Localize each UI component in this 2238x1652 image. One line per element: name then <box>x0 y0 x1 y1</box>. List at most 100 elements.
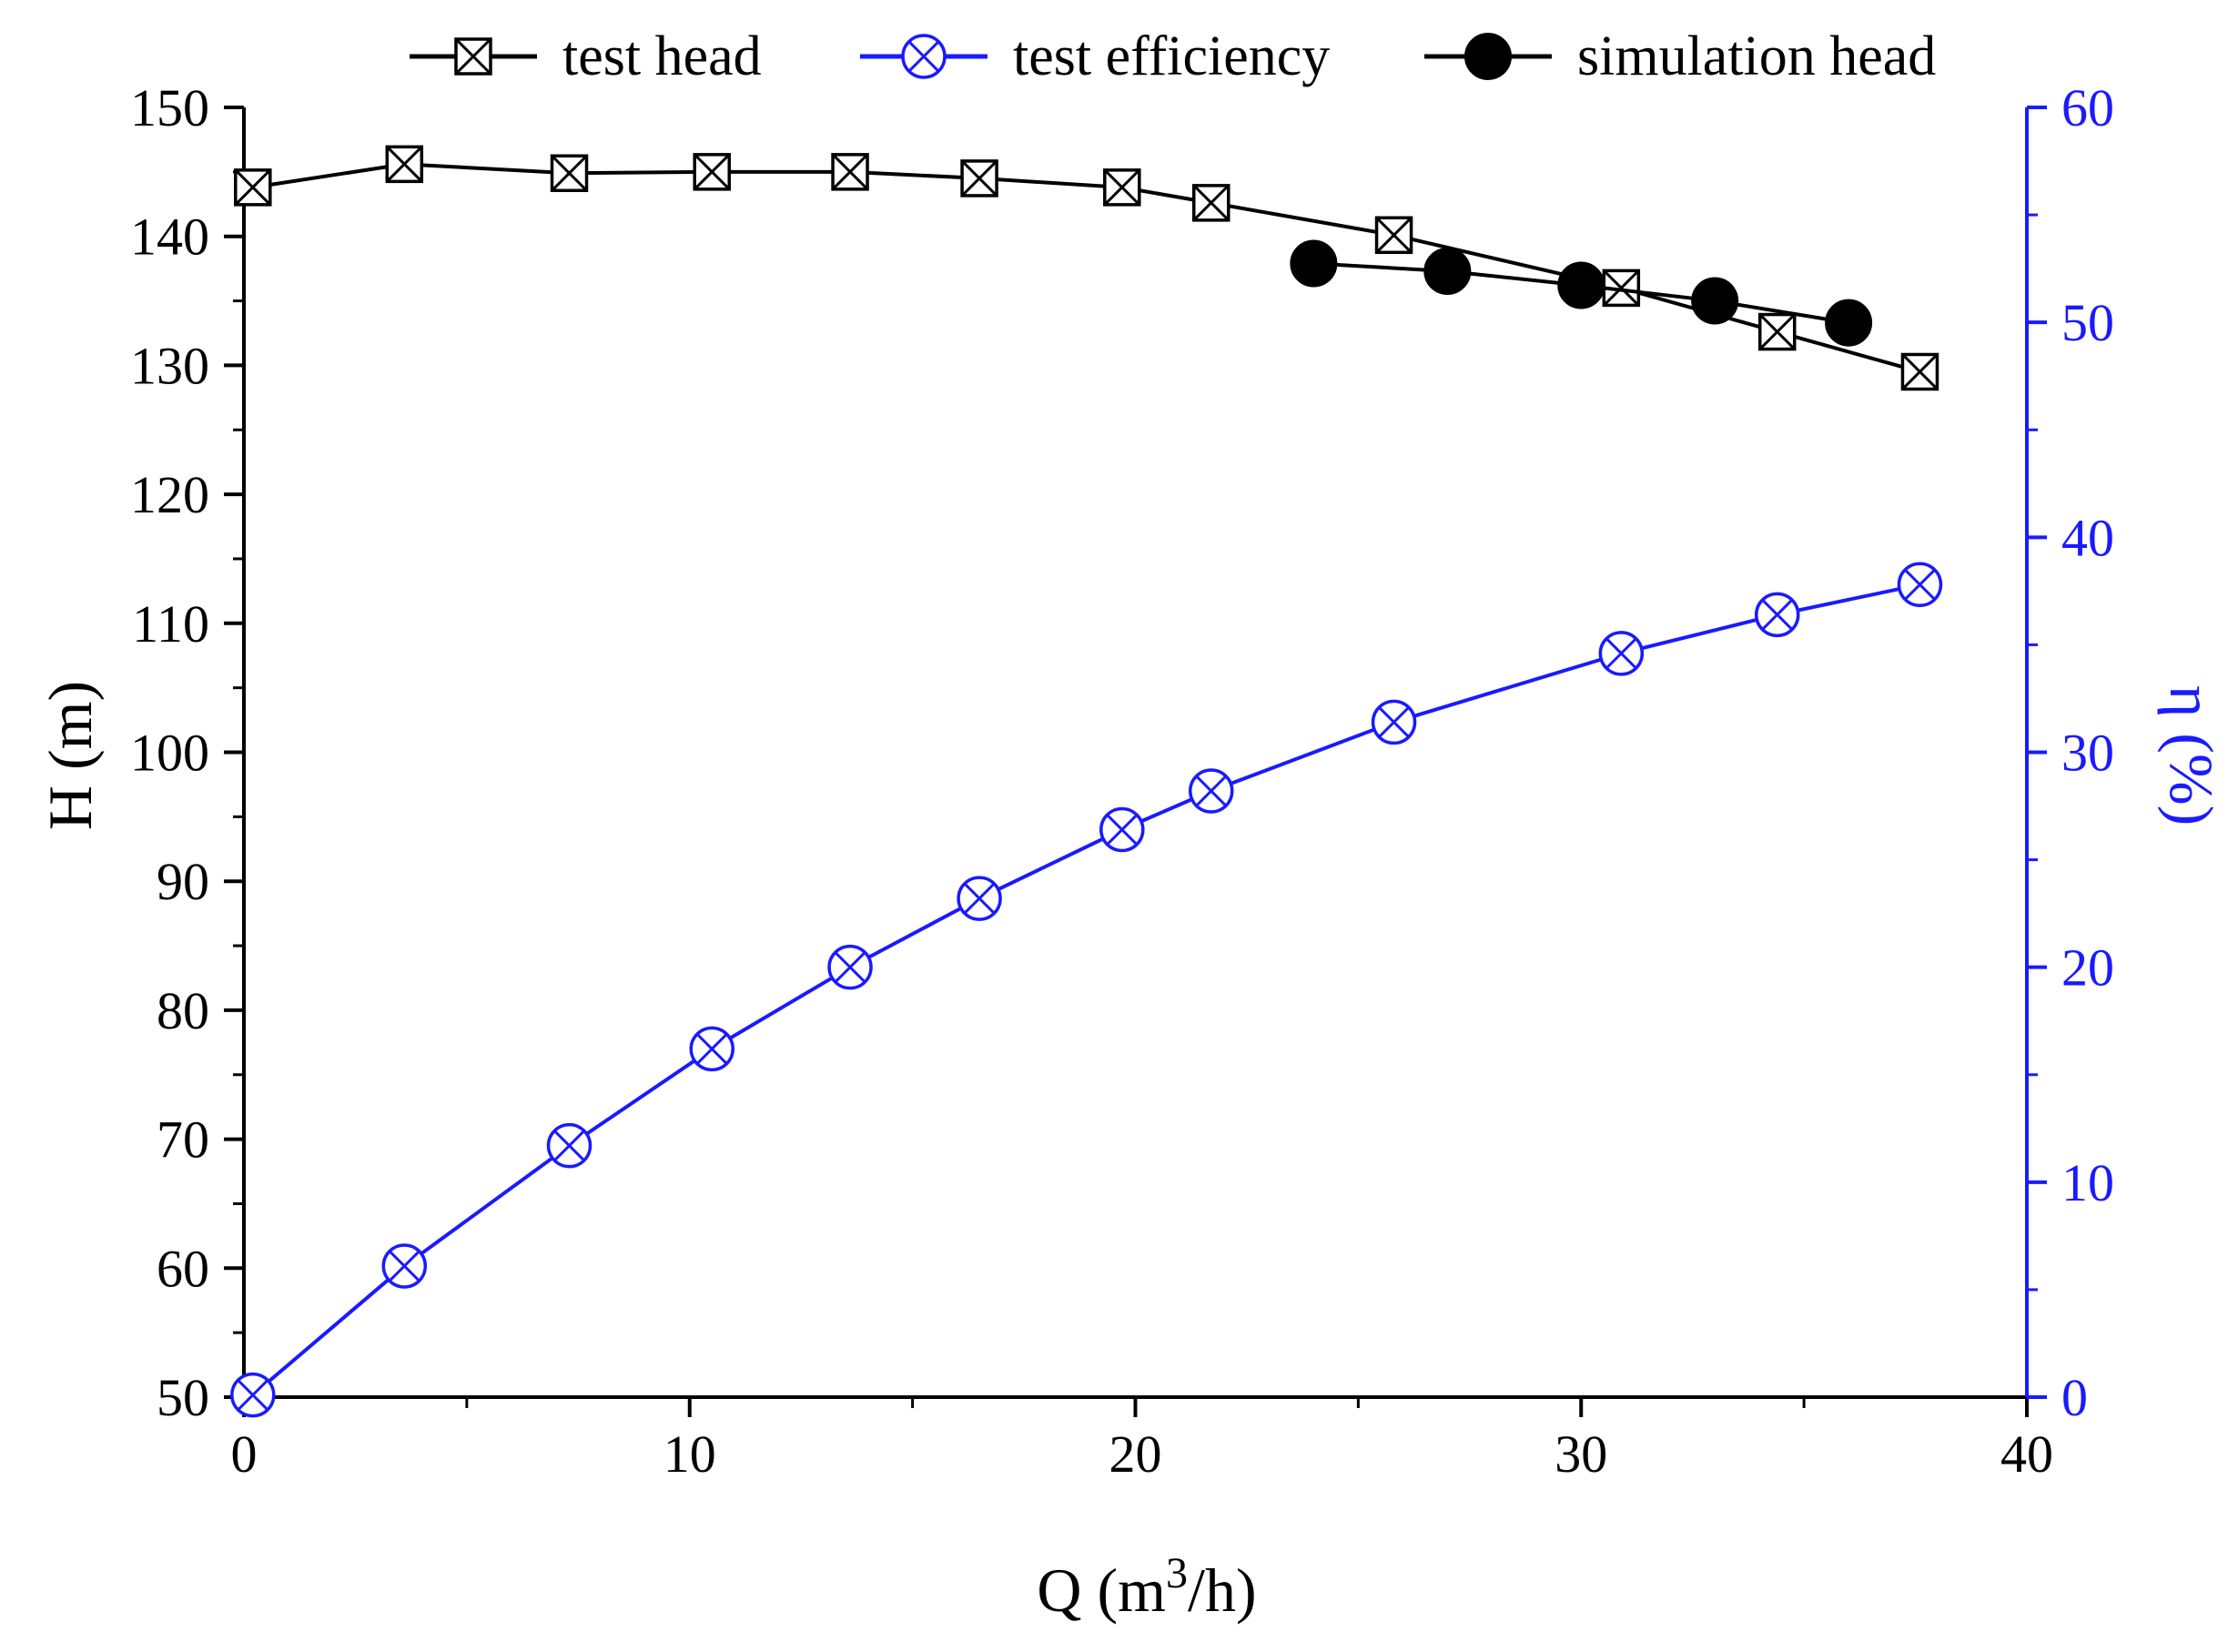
data-point <box>385 145 424 184</box>
legend-item: test head <box>410 25 762 87</box>
marker-diag <box>694 153 731 190</box>
y-tick-label: 60 <box>157 1239 209 1298</box>
legend: test head test efficiency simulation head <box>410 25 1936 87</box>
y-tick-label: 150 <box>130 78 209 137</box>
data-point <box>1900 352 1939 391</box>
y2-tick-label: 30 <box>2061 724 2114 783</box>
y-tick-label: 100 <box>130 724 209 783</box>
x-tick-label: 20 <box>1109 1424 1162 1484</box>
marker-diag <box>1761 599 1794 631</box>
legend-item: simulation head <box>1424 25 1936 87</box>
data-point <box>1189 768 1234 814</box>
marker-dot <box>1464 33 1512 80</box>
y2-tick-label: 10 <box>2061 1153 2114 1212</box>
data-point <box>234 168 272 207</box>
marker-diag <box>1758 313 1796 350</box>
x-axis-title: Q (m3/h) <box>1037 1549 1256 1625</box>
y2-tick-label: 60 <box>2061 78 2114 137</box>
y2-tick-label: 20 <box>2061 938 2114 998</box>
data-point <box>957 876 1002 921</box>
y-tick-label: 130 <box>130 336 209 395</box>
marker-diag <box>388 1250 420 1282</box>
marker-dot <box>1825 299 1873 347</box>
marker-diag <box>553 1130 585 1162</box>
marker-diag <box>1195 775 1228 807</box>
y2-tick-label: 50 <box>2061 293 2114 352</box>
data-point <box>693 153 731 191</box>
y-tick-label: 80 <box>157 981 209 1040</box>
legend-label: simulation head <box>1577 25 1936 87</box>
axes: 0 10 20 30 40 50 60 70 80 90 100 110 120 130 140 150 0 10… <box>130 78 2114 1484</box>
x-axis-title-prefix: Q (m <box>1037 1556 1166 1625</box>
data-point <box>1423 247 1472 295</box>
marker-dot <box>1423 247 1472 295</box>
marker-diag <box>1103 168 1140 206</box>
x-axis-title-suffix: /h) <box>1188 1556 1257 1625</box>
x-tick-label: 40 <box>2000 1424 2053 1484</box>
data-point <box>381 1243 428 1289</box>
marker-diag <box>963 882 996 915</box>
y-axis-title: H (m) <box>35 681 105 830</box>
data-point <box>960 159 998 198</box>
y-tick-label: 90 <box>157 852 209 911</box>
marker-diag <box>1106 814 1139 846</box>
marker-diag <box>1605 637 1637 670</box>
y-tick-label: 110 <box>132 594 209 654</box>
data-point <box>1192 184 1230 222</box>
marker-diag <box>386 146 423 183</box>
legend-item: test efficiency <box>860 25 1330 87</box>
y2-tick-label: 0 <box>2061 1368 2088 1427</box>
legend-marker <box>901 34 947 79</box>
marker-diag <box>551 155 588 192</box>
marker-diag <box>907 40 940 73</box>
marker-diag <box>1375 217 1413 254</box>
x-axis-title-sup: 3 <box>1166 1549 1188 1597</box>
marker-diag <box>834 951 866 983</box>
y2-axis-title: η (%) <box>2157 685 2226 826</box>
y-tick-label: 50 <box>157 1368 209 1427</box>
marker-dot <box>1691 277 1739 325</box>
data-point <box>1371 699 1417 745</box>
y-tick-label: 70 <box>157 1110 209 1170</box>
y-tick-label: 140 <box>130 208 209 267</box>
marker-diag <box>695 1033 728 1065</box>
x-tick-label: 0 <box>231 1424 258 1484</box>
legend-marker <box>1464 33 1512 80</box>
data-point <box>827 944 873 990</box>
marker-diag <box>234 168 271 206</box>
marker-diag <box>454 37 492 76</box>
data-point <box>1099 806 1145 853</box>
data-point <box>546 1122 592 1169</box>
marker-diag <box>1901 353 1939 390</box>
data-point <box>1897 562 1943 608</box>
marker-dot <box>1290 239 1338 288</box>
y-tick-label: 120 <box>130 465 209 524</box>
data-point <box>1290 239 1338 288</box>
x-tick-label: 30 <box>1554 1424 1607 1484</box>
data-point <box>1825 299 1873 347</box>
series-test-efficiency <box>230 562 1943 1418</box>
legend-marker <box>454 37 492 76</box>
data-point <box>1598 631 1645 676</box>
data-point <box>1757 312 1797 351</box>
x-tick-label: 10 <box>663 1424 716 1484</box>
data-point <box>689 1026 734 1072</box>
series-line <box>251 583 1920 1397</box>
data-point <box>550 154 589 193</box>
data-point <box>230 1372 276 1418</box>
marker-diag <box>831 153 869 190</box>
marker-diag <box>961 159 998 197</box>
data-point <box>1103 168 1141 207</box>
marker-diag <box>1904 568 1936 601</box>
series-simulation-head <box>1290 239 1873 347</box>
marker-dot <box>1557 261 1605 309</box>
marker-diag <box>1378 706 1410 738</box>
data-point <box>831 153 869 191</box>
series-line <box>252 162 1920 374</box>
legend-label: test efficiency <box>1013 25 1330 87</box>
legend-label: test head <box>562 25 762 87</box>
data-point <box>1557 261 1605 309</box>
data-point <box>1691 277 1739 325</box>
